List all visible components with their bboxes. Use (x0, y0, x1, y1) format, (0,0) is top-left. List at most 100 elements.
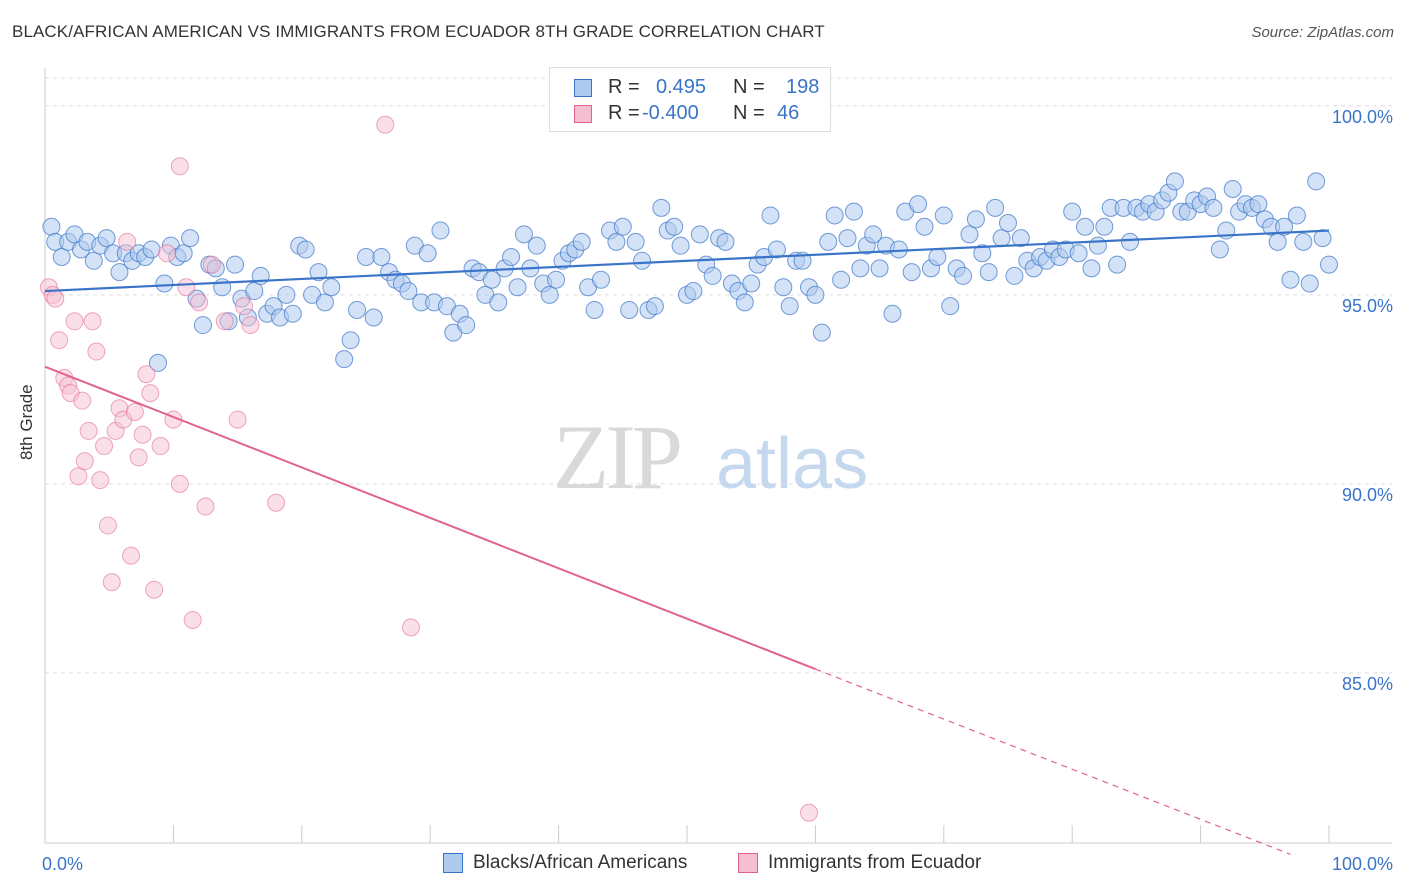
data-point-pink (170, 474, 189, 493)
source-label: Source: ZipAtlas.com (1251, 24, 1394, 41)
data-point-blue (489, 293, 508, 312)
y-tick-label: 90.0% (1342, 485, 1393, 505)
data-point-blue (716, 232, 735, 251)
data-point-blue (633, 251, 652, 270)
data-point-blue (1063, 202, 1082, 221)
data-point-pink (65, 312, 84, 331)
data-point-blue (527, 236, 546, 255)
data-point-blue (335, 350, 354, 369)
data-point-blue (966, 210, 985, 229)
data-point-blue (1095, 217, 1114, 236)
data-point-blue (1088, 236, 1107, 255)
data-point-blue (110, 263, 129, 282)
data-point-blue (761, 206, 780, 225)
data-point-blue (812, 323, 831, 342)
data-point-blue (431, 221, 450, 240)
bottom-legend-pink-label: Immigrants from Ecuador (768, 852, 982, 873)
axes (44, 68, 1392, 844)
data-point-blue (915, 217, 934, 236)
data-point-pink (177, 278, 196, 297)
bottom-swatch-blue (443, 853, 463, 873)
data-point-blue (620, 300, 639, 319)
data-point-blue (774, 278, 793, 297)
data-point-blue (1287, 206, 1306, 225)
data-point-blue (671, 236, 690, 255)
legend-swatch-pink (574, 105, 592, 123)
data-point-pink (157, 244, 176, 263)
data-point-blue (155, 274, 174, 293)
data-point-blue (84, 251, 103, 270)
legend-n-label: N = (733, 102, 765, 124)
data-point-blue (399, 282, 418, 301)
data-point-blue (42, 217, 61, 236)
data-point-blue (193, 316, 212, 335)
data-point-pink (46, 289, 65, 308)
series-ecuador-points (39, 115, 818, 822)
data-point-blue (626, 232, 645, 251)
data-point-pink (190, 293, 209, 312)
data-point-blue (357, 248, 375, 267)
data-point-blue (97, 229, 116, 248)
data-point-pink (98, 516, 117, 535)
data-point-blue (52, 248, 71, 267)
data-point-blue (322, 278, 341, 297)
data-point-pink (102, 573, 121, 592)
data-point-pink (376, 115, 395, 134)
data-point-blue (652, 198, 671, 217)
y-tick-label: 85.0% (1342, 674, 1393, 694)
data-point-blue (502, 248, 521, 267)
series-blacks-points (42, 172, 1338, 372)
data-point-blue (364, 308, 383, 327)
data-point-blue (928, 248, 947, 267)
data-point-blue (1281, 270, 1300, 289)
data-point-blue (418, 244, 437, 263)
data-point-blue (1204, 198, 1223, 217)
legend-n-value: 198 (786, 76, 820, 98)
watermark-atlas: atlas (716, 424, 868, 504)
data-point-pink (137, 365, 156, 384)
data-point-blue (309, 263, 328, 282)
data-point-blue (960, 225, 979, 244)
data-point-blue (864, 225, 883, 244)
data-point-pink (151, 437, 170, 456)
data-point-pink (145, 580, 164, 599)
legend-row-blue: R = 0.495 N = 198 (550, 75, 830, 101)
data-point-blue (742, 274, 761, 293)
data-point-blue (665, 217, 684, 236)
data-point-blue (1210, 240, 1229, 259)
data-point-blue (1307, 172, 1326, 191)
data-point-pink (183, 610, 202, 629)
data-point-pink (69, 467, 88, 486)
data-point-blue (703, 266, 722, 285)
data-point-blue (767, 240, 786, 259)
data-point-blue (508, 278, 527, 297)
data-point-blue (1120, 232, 1139, 251)
data-point-blue (514, 225, 533, 244)
data-point-blue (315, 293, 334, 312)
data-point-blue (341, 331, 360, 350)
x-tick-labels: 0.0% 100.0% (42, 854, 1393, 874)
data-point-blue (1249, 195, 1268, 214)
data-point-blue (999, 214, 1017, 232)
chart-title: BLACK/AFRICAN AMERICAN VS IMMIGRANTS FRO… (12, 22, 825, 41)
data-point-blue (844, 202, 863, 221)
data-point-blue (572, 232, 591, 251)
y-tick-label: 100.0% (1332, 107, 1393, 127)
data-point-blue (1011, 229, 1030, 248)
data-point-blue (245, 282, 264, 301)
legend-n-value: 46 (777, 102, 800, 124)
bottom-swatch-pink (738, 853, 758, 873)
data-point-blue (851, 259, 870, 278)
data-point-blue (613, 217, 632, 236)
y-tick-labels: 100.0% 95.0% 90.0% 85.0% (1332, 107, 1393, 694)
data-point-pink (91, 471, 110, 490)
trend-line-pink (44, 365, 816, 671)
data-point-blue (735, 293, 754, 312)
data-point-pink (202, 255, 221, 274)
watermark: ZIP atlas (553, 406, 868, 508)
data-point-blue (1069, 244, 1088, 263)
data-point-blue (1300, 274, 1319, 293)
data-point-blue (591, 270, 610, 289)
data-point-blue (645, 297, 664, 316)
data-point-blue (954, 266, 973, 285)
